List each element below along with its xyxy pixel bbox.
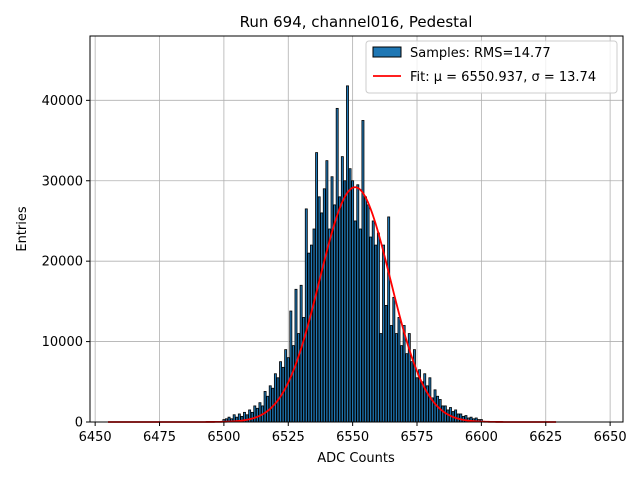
histogram-bar xyxy=(310,244,313,423)
legend-entry-fit: Fit: μ = 6550.937, σ = 13.74 xyxy=(410,70,596,85)
x-tick-label: 6550 xyxy=(336,430,369,445)
histogram-bar xyxy=(441,405,445,423)
histogram-bar xyxy=(294,288,298,423)
histogram-bar xyxy=(361,120,365,423)
histogram-bar xyxy=(410,361,414,423)
y-tick-label: 10000 xyxy=(42,335,83,350)
legend-histogram-swatch xyxy=(372,46,402,58)
histogram-bar xyxy=(258,402,262,423)
histogram-bar xyxy=(436,395,440,423)
y-tick-label: 0 xyxy=(75,416,83,431)
histogram-bar xyxy=(446,409,450,423)
histogram-bar xyxy=(402,325,406,423)
x-tick-label: 6625 xyxy=(529,430,562,445)
histogram-bar xyxy=(459,413,463,423)
histogram-bar xyxy=(374,244,378,423)
histogram-bar xyxy=(279,361,282,423)
histogram-bar xyxy=(454,409,458,423)
histogram-bar xyxy=(312,228,316,423)
histogram-bar xyxy=(263,391,267,423)
x-tick-label: 6450 xyxy=(79,430,112,445)
plot-area-frame xyxy=(89,35,624,423)
legend-entry-samples: Samples: RMS=14.77 xyxy=(410,46,551,61)
x-tick-label: 6650 xyxy=(594,430,627,445)
x-tick-label: 6475 xyxy=(143,430,176,445)
histogram-bar xyxy=(289,310,293,423)
histogram-bar xyxy=(400,345,403,423)
histogram-bar xyxy=(335,107,339,423)
histogram-bar xyxy=(343,180,347,423)
histogram-bar xyxy=(397,317,401,423)
histogram-bar xyxy=(382,244,385,423)
histogram-bar xyxy=(307,252,311,423)
histogram-bar xyxy=(394,333,398,423)
histogram-bar xyxy=(330,176,334,423)
histogram-bar xyxy=(250,411,254,423)
legend-box xyxy=(365,40,618,94)
histogram-bar xyxy=(291,345,295,423)
histogram-bar xyxy=(389,325,393,423)
histogram-bar xyxy=(428,377,432,423)
histogram-bar xyxy=(338,196,342,423)
histogram-bar xyxy=(320,212,324,423)
histogram-bar xyxy=(325,160,329,423)
histogram-bar xyxy=(379,333,383,423)
histogram-bar xyxy=(302,317,306,423)
histogram-bar xyxy=(299,284,303,423)
histogram-bar xyxy=(286,357,290,423)
histogram-bar xyxy=(384,304,388,423)
histogram-bar xyxy=(351,180,355,423)
histogram-bar xyxy=(356,184,360,423)
y-tick-label: 20000 xyxy=(42,255,83,270)
histogram-bar xyxy=(353,220,357,423)
histogram-bar xyxy=(317,196,321,423)
histogram-bar xyxy=(245,414,249,423)
x-tick-label: 6525 xyxy=(272,430,305,445)
histogram-bar xyxy=(333,204,337,423)
histogram-bar xyxy=(268,385,272,423)
histogram-bar xyxy=(415,377,419,423)
histogram-bar xyxy=(304,208,308,423)
x-tick-label: 6575 xyxy=(400,430,433,445)
histogram-bar xyxy=(366,204,370,423)
histogram-bar xyxy=(273,373,277,423)
x-tick-label: 6600 xyxy=(465,430,498,445)
chart-title: Run 694, channel016, Pedestal xyxy=(240,13,473,31)
y-tick-label: 40000 xyxy=(42,94,83,109)
histogram-bar xyxy=(405,353,409,423)
histogram-bar xyxy=(364,196,367,423)
histogram-bar xyxy=(255,407,259,423)
histogram-bar xyxy=(253,405,257,423)
histogram-bar xyxy=(346,85,349,423)
histogram-bar xyxy=(420,381,424,423)
histogram-bar xyxy=(376,232,380,423)
x-axis-label: ADC Counts xyxy=(317,451,395,466)
histogram-bar xyxy=(423,373,427,423)
x-axis-ticks: 6450 6475 6500 6525 6550 6575 6600 6625 6650 xyxy=(79,422,627,445)
histogram-bar xyxy=(369,236,373,423)
y-tick-label: 30000 xyxy=(42,174,83,189)
histogram-bar xyxy=(387,216,391,423)
histogram-bar xyxy=(392,296,396,423)
y-axis-label: Entries xyxy=(15,206,30,252)
histogram-bar xyxy=(328,228,331,423)
histogram-bar xyxy=(348,168,352,423)
histogram-bar xyxy=(297,333,300,423)
x-tick-label: 6500 xyxy=(207,430,240,445)
histogram-bar xyxy=(340,156,344,423)
histogram-bar xyxy=(371,220,375,423)
histogram-bar xyxy=(322,188,326,423)
histogram-bar xyxy=(358,228,362,423)
legend: Samples: RMS=14.77 Fit: μ = 6550.937, σ … xyxy=(365,40,618,94)
y-axis-ticks: 0 10000 20000 30000 40000 xyxy=(42,94,90,431)
